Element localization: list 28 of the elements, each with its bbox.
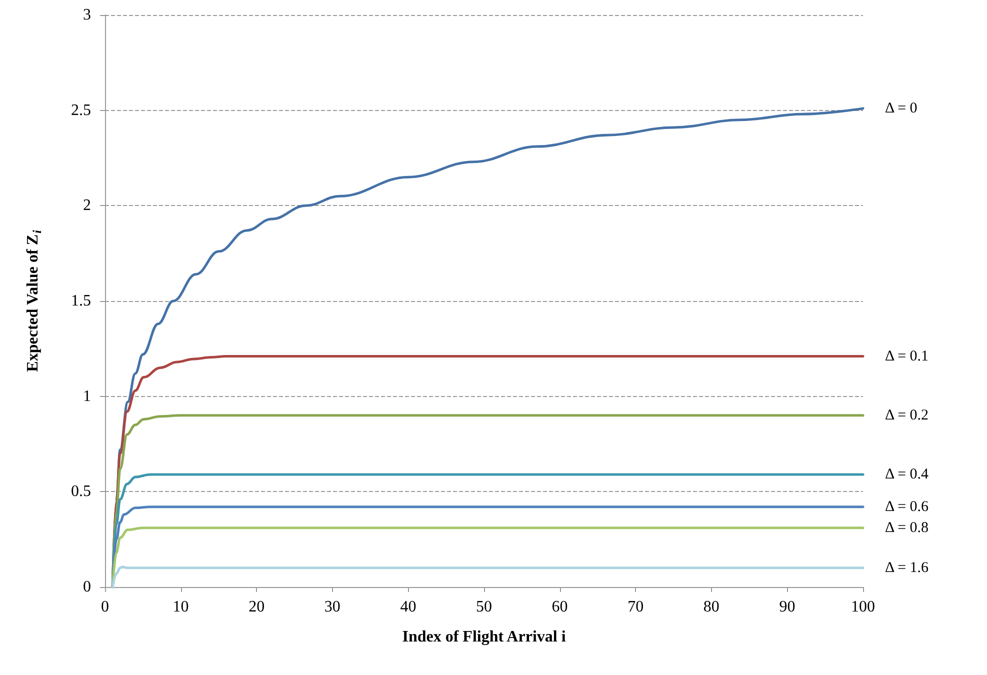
series-label: Δ = 0 [885, 100, 918, 116]
x-tick-label: 90 [779, 598, 796, 616]
x-tick-label: 0 [101, 598, 109, 616]
series-label: Δ = 0.4 [885, 466, 930, 483]
y-tick-label: 0.5 [71, 483, 91, 500]
y-tick-label: 3 [83, 6, 91, 24]
series-label: Δ = 0.8 [885, 520, 929, 536]
y-tick-label: 1.5 [71, 292, 91, 310]
y-tick-label: 2.5 [71, 102, 91, 119]
x-tick-label: 80 [703, 598, 720, 616]
x-tick-label: 60 [552, 598, 568, 616]
x-tick-label: 10 [172, 598, 189, 616]
x-axis-title: Index of Flight Arrival i [402, 628, 566, 646]
x-tick-label: 100 [851, 598, 875, 616]
y-tick-label: 0 [83, 578, 91, 596]
x-tick-label: 20 [248, 598, 265, 616]
y-tick-label: 2 [83, 197, 91, 214]
x-tick-label: 50 [476, 598, 492, 616]
series-label: Δ = 0.2 [885, 407, 929, 424]
x-tick-label: 40 [400, 598, 416, 616]
series-label: Δ = 0.1 [885, 348, 929, 364]
x-tick-label: 30 [324, 598, 340, 616]
series-label: Δ = 1.6 [885, 560, 930, 576]
y-tick-label: 1 [83, 388, 91, 405]
line-series [111, 566, 864, 588]
y-axis-title: Expected Value of Zi [24, 229, 44, 372]
series-label: Δ = 0.6 [885, 498, 930, 515]
x-tick-label: 70 [628, 598, 644, 616]
